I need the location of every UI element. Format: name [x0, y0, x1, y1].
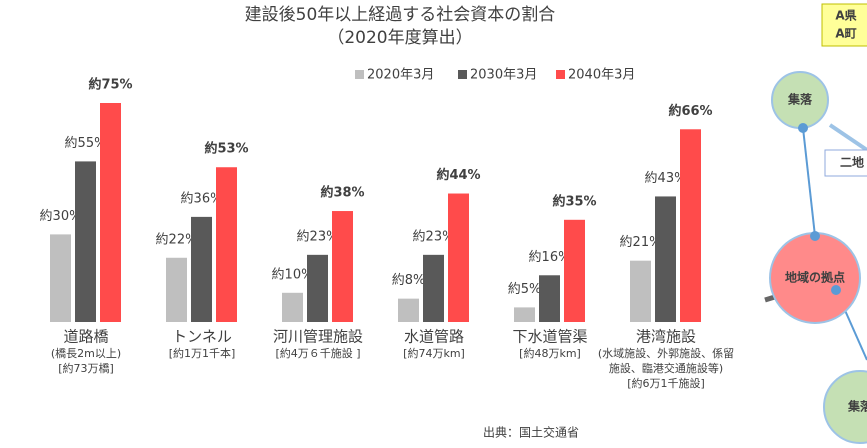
- value-label: 約23%: [297, 229, 339, 244]
- category-note: [約4万６千施設 ]: [275, 346, 360, 360]
- bar: [75, 161, 96, 322]
- x-tick-label: 河川管理施設: [273, 328, 363, 346]
- category-note: [約74万km]: [403, 346, 465, 360]
- dot: [798, 123, 808, 133]
- value-label: 約21%: [620, 235, 662, 250]
- value-label: 約75%: [88, 77, 132, 93]
- diagram: A県 A町 集落 二地 地域の拠点 集落: [764, 3, 867, 444]
- x-tick-label: 港湾施設: [636, 328, 696, 346]
- value-label: 約53%: [204, 141, 248, 157]
- bar: [100, 103, 121, 322]
- dot: [810, 231, 820, 241]
- bar: [539, 275, 560, 322]
- bar: [630, 260, 651, 322]
- value-label: 約36%: [181, 191, 223, 206]
- node-label: 二地: [840, 155, 864, 170]
- arrow: [828, 123, 867, 152]
- value-label: 約8%: [392, 273, 426, 288]
- dot: [831, 285, 841, 295]
- category-note: 施設、臨港交通施設等): [609, 361, 723, 375]
- value-label: 約55%: [65, 136, 107, 151]
- bar: [307, 254, 328, 322]
- value-label: 約38%: [320, 185, 364, 201]
- bar: [332, 211, 353, 322]
- category-note: [約48万km]: [519, 346, 581, 360]
- category-note: [約73万橋]: [58, 361, 114, 375]
- node: [823, 370, 867, 444]
- bar: [50, 234, 71, 322]
- value-label: 約44%: [436, 167, 480, 183]
- connector: [802, 127, 816, 237]
- bar: [282, 292, 303, 322]
- x-tick-label: トンネル: [172, 328, 232, 346]
- bar: [216, 167, 237, 322]
- category-note: [約6万1千施設]: [627, 376, 705, 390]
- legend-swatch: [556, 70, 565, 79]
- region-label: A県: [835, 9, 856, 23]
- category-note: (橋長2m以上): [51, 346, 121, 360]
- bar: [423, 254, 444, 322]
- category-note: (水域施設、外郭施設、係留: [598, 346, 734, 360]
- bar: [398, 298, 419, 322]
- value-label: 約23%: [413, 229, 455, 244]
- node-label: 集落: [787, 92, 813, 107]
- region-label: A町: [835, 27, 856, 41]
- value-label: 約5%: [508, 282, 542, 297]
- bar: [655, 196, 676, 322]
- x-tick-label: 下水道管渠: [512, 328, 587, 346]
- value-label: 約16%: [529, 250, 571, 265]
- legend-swatch: [355, 70, 364, 79]
- x-tick-label: 道路橋: [63, 328, 108, 346]
- legend-swatch: [458, 70, 467, 79]
- value-label: 約22%: [156, 232, 198, 247]
- node-label: 集落: [847, 399, 867, 414]
- node-label: 地域の拠点: [785, 270, 845, 285]
- bar: [564, 219, 585, 322]
- bar: [448, 193, 469, 322]
- value-label: 約35%: [552, 193, 596, 209]
- value-label: 約10%: [272, 267, 314, 282]
- bar: [514, 307, 535, 322]
- legend-label: 2020年3月: [367, 68, 434, 83]
- value-label: 約43%: [645, 171, 687, 186]
- region-box: [821, 3, 867, 47]
- legend-label: 2040年3月: [568, 68, 635, 83]
- source-note: 出典：国土交通省: [483, 425, 579, 440]
- chart-subtitle: （2020年度算出）: [327, 28, 472, 48]
- category-note: [約1万1千本]: [169, 346, 236, 360]
- value-label: 約66%: [668, 103, 712, 119]
- label-box: [824, 149, 867, 177]
- value-label: 約30%: [40, 209, 82, 224]
- x-tick-label: 水道管路: [404, 328, 464, 346]
- bar: [680, 129, 701, 322]
- bar: [166, 257, 187, 322]
- bar: [191, 216, 212, 322]
- chart-title: 建設後50年以上経過する社会資本の割合: [245, 5, 556, 25]
- legend-label: 2030年3月: [470, 68, 537, 83]
